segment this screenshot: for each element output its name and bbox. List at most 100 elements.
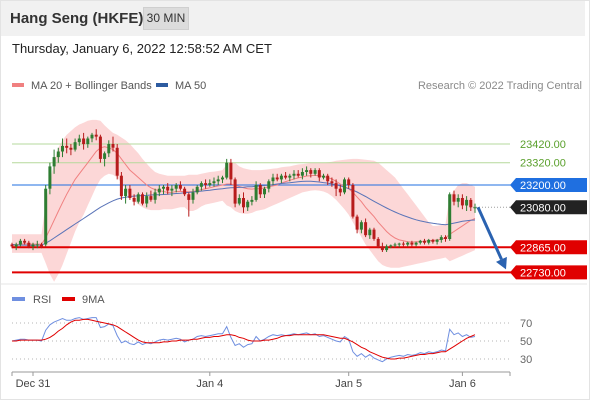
candle-body [40, 244, 43, 247]
x-tick-label: Jan 5 [335, 378, 362, 390]
candle [174, 183, 178, 193]
candle-body [174, 185, 178, 189]
candle-body [347, 179, 351, 185]
candle-body [254, 185, 258, 200]
candle [317, 168, 321, 182]
candle-body [317, 170, 321, 178]
candle-body [115, 147, 119, 176]
candle [414, 241, 418, 247]
candle [90, 132, 94, 143]
candle-body [435, 239, 439, 242]
candle-body [136, 194, 140, 202]
candle-body [82, 138, 86, 145]
forecast-arrow [476, 206, 507, 270]
candle-body [208, 183, 212, 185]
candle [326, 173, 330, 185]
candle [229, 158, 233, 185]
instrument-title: Hang Seng (HKFE) [10, 10, 144, 27]
candle [44, 185, 48, 247]
candle-body [221, 177, 224, 180]
candle-body [86, 138, 90, 145]
candle [250, 196, 254, 206]
candle [389, 244, 393, 249]
candle [191, 188, 195, 204]
candle-body [448, 194, 452, 239]
candle [258, 183, 262, 198]
level-label: 23320.00 [520, 158, 566, 170]
candle [119, 172, 123, 200]
rsi-ma-legend-label: 9MA [82, 294, 105, 306]
candle [107, 140, 111, 158]
candle [149, 190, 153, 202]
rsi-ma-line [12, 318, 476, 360]
candle-body [73, 142, 77, 150]
candle [246, 199, 250, 211]
candle [27, 240, 31, 249]
candle-body [385, 246, 389, 251]
candle [69, 144, 73, 156]
candle-body [250, 199, 254, 202]
candle-body [199, 183, 203, 187]
candle-body [389, 245, 393, 247]
x-tick-label: Jan 6 [449, 378, 476, 390]
candle-body [271, 177, 275, 182]
candle [313, 168, 317, 176]
candle [145, 192, 149, 208]
level-label: 23080.00 [510, 200, 587, 215]
candle [128, 185, 132, 200]
candle [10, 242, 14, 249]
candle-body [216, 179, 220, 182]
candle-body [406, 242, 410, 245]
candle [397, 242, 401, 248]
candle [439, 235, 443, 243]
candle [65, 138, 69, 154]
candle-body [410, 242, 414, 245]
candle-body [10, 244, 14, 247]
x-tick-label: Jan 4 [196, 378, 223, 390]
candle [221, 175, 224, 184]
candle [237, 194, 241, 206]
level-label-tag [510, 240, 587, 255]
moving-averages [11, 146, 476, 246]
candle-body [313, 170, 317, 174]
candle [86, 136, 90, 148]
candle-body [141, 194, 144, 204]
candle [456, 194, 460, 208]
level-label-tag [510, 178, 587, 192]
copyright-note: Research © 2022 Trading Central [417, 80, 582, 92]
candle [35, 240, 39, 249]
candle-body [418, 240, 422, 243]
candle [343, 177, 346, 195]
level-label-text: 22865.00 [520, 242, 566, 254]
rsi-line [11, 317, 476, 363]
candle [263, 186, 266, 198]
candle-body [284, 175, 288, 178]
candle-body [98, 136, 102, 159]
candle [296, 170, 300, 178]
candle-body [52, 157, 56, 167]
candle [183, 186, 187, 197]
candle [435, 238, 439, 245]
candle [94, 129, 98, 141]
candle-body [330, 181, 334, 184]
candle-body [178, 185, 182, 189]
candle-body [279, 175, 283, 180]
candle [322, 173, 325, 180]
candle-body [401, 243, 405, 245]
candle-body [153, 192, 157, 200]
candle-body [35, 244, 39, 246]
candle [410, 240, 414, 247]
candle-body [56, 151, 60, 158]
candle [427, 238, 431, 245]
period-button[interactable]: 30 MIN [143, 7, 189, 30]
rsi-swatch [12, 297, 25, 301]
candle [98, 134, 102, 163]
candle [452, 190, 456, 206]
candle [267, 179, 271, 193]
candle-body [195, 186, 199, 193]
candle [271, 173, 275, 185]
candle-body [397, 243, 401, 245]
candle-body [77, 138, 81, 143]
candle [460, 194, 464, 210]
candle [334, 179, 338, 197]
